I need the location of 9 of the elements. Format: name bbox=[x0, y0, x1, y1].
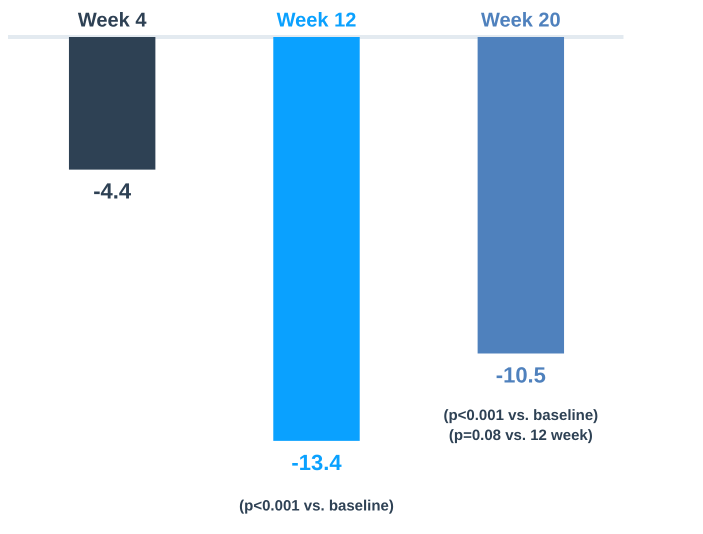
x-tick-label: Week 20 bbox=[480, 10, 561, 32]
data-label: -4.4 bbox=[93, 178, 132, 204]
text: (p<0.001 vs. baseline) bbox=[239, 498, 394, 515]
data-label: -10.5 bbox=[496, 362, 546, 388]
annotation: (p=0.08 vs. 12 week) bbox=[448, 427, 593, 444]
x-tick-label: Week 4 bbox=[78, 10, 148, 32]
x-tick-label: Week 12 bbox=[276, 10, 356, 32]
annotation: (p<0.001 vs. baseline) bbox=[443, 407, 598, 424]
data-label: -13.4 bbox=[291, 450, 342, 475]
